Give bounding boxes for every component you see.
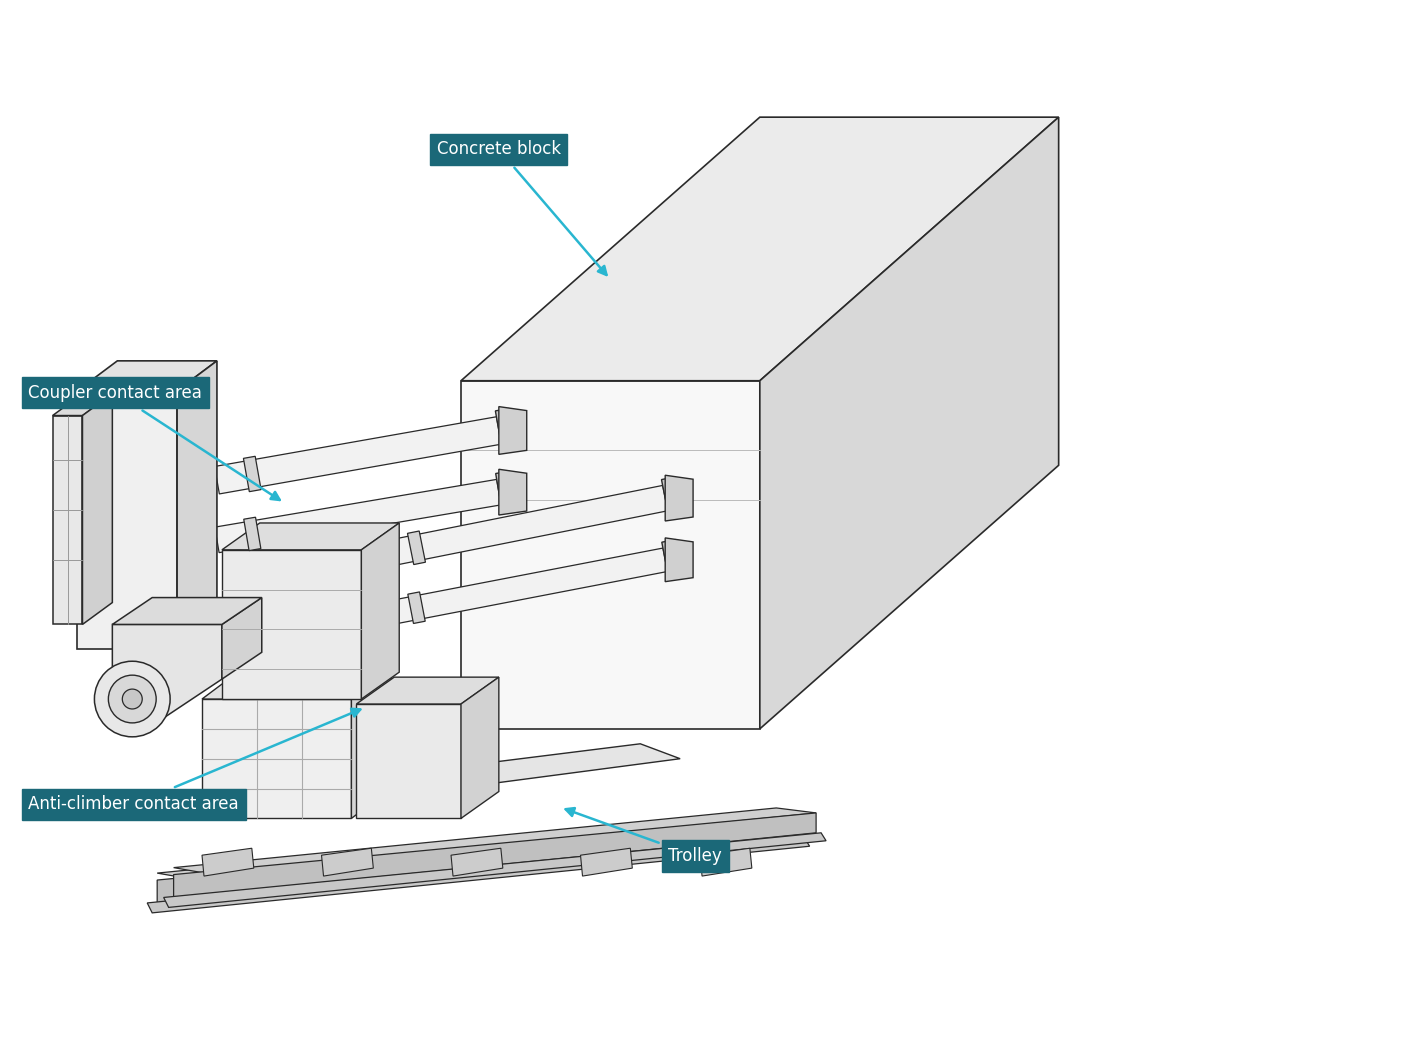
Polygon shape (581, 848, 633, 876)
Text: Trolley: Trolley (565, 808, 723, 865)
Polygon shape (407, 531, 426, 564)
Text: Concrete block: Concrete block (437, 140, 607, 275)
Polygon shape (357, 677, 498, 704)
Polygon shape (164, 833, 825, 907)
Circle shape (109, 675, 156, 723)
Polygon shape (201, 744, 680, 816)
Polygon shape (451, 848, 503, 876)
Polygon shape (700, 848, 753, 876)
Polygon shape (498, 470, 527, 515)
Polygon shape (157, 813, 800, 880)
Circle shape (123, 689, 143, 709)
Polygon shape (147, 838, 810, 913)
Polygon shape (665, 475, 693, 521)
Polygon shape (221, 550, 361, 699)
Polygon shape (461, 117, 1058, 381)
Polygon shape (661, 539, 683, 578)
Polygon shape (351, 669, 391, 818)
Polygon shape (113, 624, 221, 719)
Polygon shape (665, 538, 693, 582)
Polygon shape (243, 456, 261, 492)
Polygon shape (496, 409, 516, 450)
Polygon shape (157, 818, 800, 903)
Circle shape (94, 662, 170, 737)
Polygon shape (496, 471, 516, 511)
Polygon shape (214, 479, 501, 553)
Polygon shape (221, 523, 400, 550)
Polygon shape (83, 394, 113, 624)
Polygon shape (378, 549, 667, 626)
Polygon shape (461, 677, 498, 818)
Polygon shape (201, 669, 391, 699)
Polygon shape (498, 407, 527, 454)
Polygon shape (461, 381, 760, 729)
Polygon shape (321, 848, 373, 876)
Polygon shape (174, 813, 815, 897)
Polygon shape (214, 417, 501, 494)
Polygon shape (408, 592, 426, 623)
Polygon shape (53, 394, 113, 416)
Polygon shape (113, 597, 261, 624)
Polygon shape (661, 477, 683, 516)
Text: Anti-climber contact area: Anti-climber contact area (29, 708, 360, 813)
Polygon shape (357, 704, 461, 818)
Polygon shape (77, 391, 177, 649)
Polygon shape (174, 808, 815, 874)
Polygon shape (201, 848, 254, 876)
Polygon shape (77, 361, 217, 391)
Polygon shape (201, 699, 351, 818)
Polygon shape (361, 523, 400, 699)
Text: Coupler contact area: Coupler contact area (29, 384, 280, 500)
Polygon shape (244, 517, 261, 551)
Polygon shape (760, 117, 1058, 729)
Polygon shape (378, 485, 668, 567)
Polygon shape (221, 597, 261, 679)
Polygon shape (177, 361, 217, 649)
Polygon shape (53, 416, 83, 624)
